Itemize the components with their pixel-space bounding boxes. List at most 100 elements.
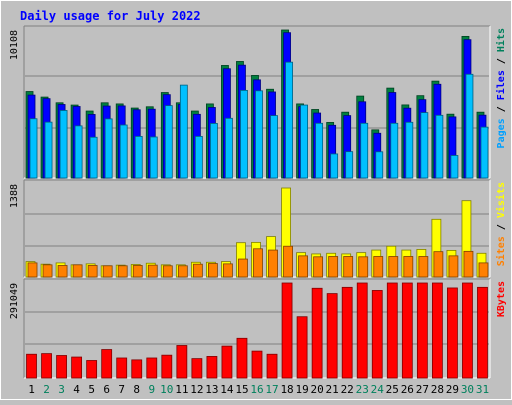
bar-kbytes-day-7 <box>116 357 128 379</box>
bar-sites-day-10 <box>162 265 173 278</box>
bar-kbytes-day-30 <box>462 282 473 379</box>
bar-pages-day-3 <box>59 110 68 179</box>
bar-kbytes-day-6 <box>101 349 113 379</box>
bar-sites-day-9 <box>147 264 158 278</box>
bar-kbytes-day-25 <box>386 282 398 379</box>
bar-sites-day-18 <box>283 245 293 278</box>
bar-kbytes-day-28 <box>431 282 443 379</box>
bar-pages-day-15 <box>240 89 248 179</box>
bar-sites-day-1 <box>27 262 38 278</box>
bar-sites-day-17 <box>268 249 278 278</box>
legend-part: Hits <box>495 28 507 52</box>
legend-part: KBytes <box>496 281 507 317</box>
x-tick-label-day-26: 26 <box>401 383 414 396</box>
bar-kbytes-day-16 <box>251 350 263 379</box>
bar-sites-day-3 <box>57 265 68 278</box>
bar-pages-day-21 <box>330 153 339 179</box>
bar-kbytes-day-10 <box>161 354 173 379</box>
panel-legend-label: KBytes <box>496 281 507 317</box>
bar-sites-day-15 <box>238 258 248 278</box>
bar-pages-day-31 <box>480 126 489 179</box>
x-tick-label-day-30: 30 <box>461 383 474 396</box>
x-tick-label-day-6: 6 <box>103 383 110 396</box>
x-tick-label-day-10: 10 <box>160 383 173 396</box>
x-tick-label-day-24: 24 <box>371 383 385 396</box>
x-tick-label-day-22: 22 <box>341 383 354 396</box>
x-tick-label-day-25: 25 <box>386 383 399 396</box>
bar-sites-day-30 <box>463 250 474 278</box>
bar-kbytes-day-12 <box>191 358 203 379</box>
bar-pages-day-4 <box>74 125 83 179</box>
bar-kbytes-day-29 <box>447 287 458 379</box>
bar-kbytes-day-9 <box>146 357 158 379</box>
x-tick-label-day-14: 14 <box>220 383 234 396</box>
x-tick-label-day-19: 19 <box>295 383 308 396</box>
bar-pages-day-10 <box>164 105 173 179</box>
x-tick-label-day-16: 16 <box>250 383 263 396</box>
y-axis-max-label: 1388 <box>9 184 20 208</box>
bar-sites-day-28 <box>433 251 444 278</box>
bar-sites-day-12 <box>192 263 203 278</box>
bar-sites-day-2 <box>42 264 53 278</box>
chart-panels: 10108 Pages / Files / Hits 1388 Sites / Vis… <box>9 25 507 379</box>
bar-kbytes-day-22 <box>341 286 353 379</box>
y-axis-max-label: 291049 <box>9 283 20 319</box>
bar-sites-day-22 <box>343 256 354 278</box>
x-tick-label-day-8: 8 <box>133 383 140 396</box>
bar-pages-day-25 <box>390 122 399 179</box>
bar-pages-day-18 <box>285 61 293 179</box>
x-tick-label-day-18: 18 <box>280 383 293 396</box>
bar-sites-day-6 <box>102 265 113 278</box>
bar-pages-day-20 <box>315 122 324 179</box>
bar-pages-day-26 <box>405 121 414 179</box>
bar-kbytes-day-26 <box>401 282 413 379</box>
bar-pages-day-16 <box>255 90 263 179</box>
x-tick-label-day-7: 7 <box>118 383 125 396</box>
x-tick-label-day-2: 2 <box>43 383 50 396</box>
bar-pages-day-17 <box>270 115 278 179</box>
bar-pages-day-19 <box>300 104 308 179</box>
bar-sites-day-8 <box>132 265 143 278</box>
bar-pages-day-8 <box>134 136 143 179</box>
x-tick-label-day-28: 28 <box>431 383 444 396</box>
bar-sites-day-11 <box>177 265 188 278</box>
x-tick-label-day-11: 11 <box>175 383 188 396</box>
bar-pages-day-22 <box>345 151 354 179</box>
bar-kbytes-day-8 <box>131 359 143 379</box>
bar-pages-day-13 <box>210 123 218 179</box>
legend-part: Sites <box>495 236 507 266</box>
bar-sites-day-24 <box>373 256 384 278</box>
bar-sites-day-25 <box>388 256 399 278</box>
legend-part: Visits <box>495 182 507 218</box>
x-tick-label-day-1: 1 <box>28 383 35 396</box>
legend-part: / <box>496 52 507 70</box>
legend-part: Pages <box>496 118 507 148</box>
bar-kbytes-day-23 <box>356 282 368 379</box>
bar-kbytes-day-1 <box>26 353 37 379</box>
x-tick-label-day-13: 13 <box>205 383 218 396</box>
bar-kbytes-day-15 <box>236 337 248 379</box>
bar-sites-day-7 <box>117 265 128 278</box>
bar-sites-day-14 <box>223 263 233 278</box>
bar-kbytes-day-13 <box>206 356 218 379</box>
bar-pages-day-5 <box>89 136 98 179</box>
bar-pages-day-6 <box>104 118 113 179</box>
bar-pages-day-14 <box>225 117 233 179</box>
chart-title: Daily usage for July 2022 <box>20 9 201 23</box>
bar-pages-day-29 <box>450 155 459 179</box>
bar-sites-day-23 <box>358 256 369 278</box>
x-tick-label-day-31: 31 <box>476 383 489 396</box>
x-tick-label-day-5: 5 <box>88 383 95 396</box>
bar-kbytes-day-27 <box>416 282 428 379</box>
bar-pages-day-2 <box>44 121 53 179</box>
bar-kbytes-day-4 <box>71 356 83 379</box>
bar-pages-day-30 <box>465 73 474 179</box>
bar-pages-day-11 <box>179 84 188 179</box>
bar-sites-day-31 <box>478 262 489 278</box>
bar-pages-day-27 <box>420 112 429 179</box>
bar-kbytes-day-20 <box>311 287 323 379</box>
bar-kbytes-day-24 <box>371 290 383 379</box>
bar-pages-day-9 <box>149 136 158 179</box>
x-tick-label-day-17: 17 <box>265 383 278 396</box>
